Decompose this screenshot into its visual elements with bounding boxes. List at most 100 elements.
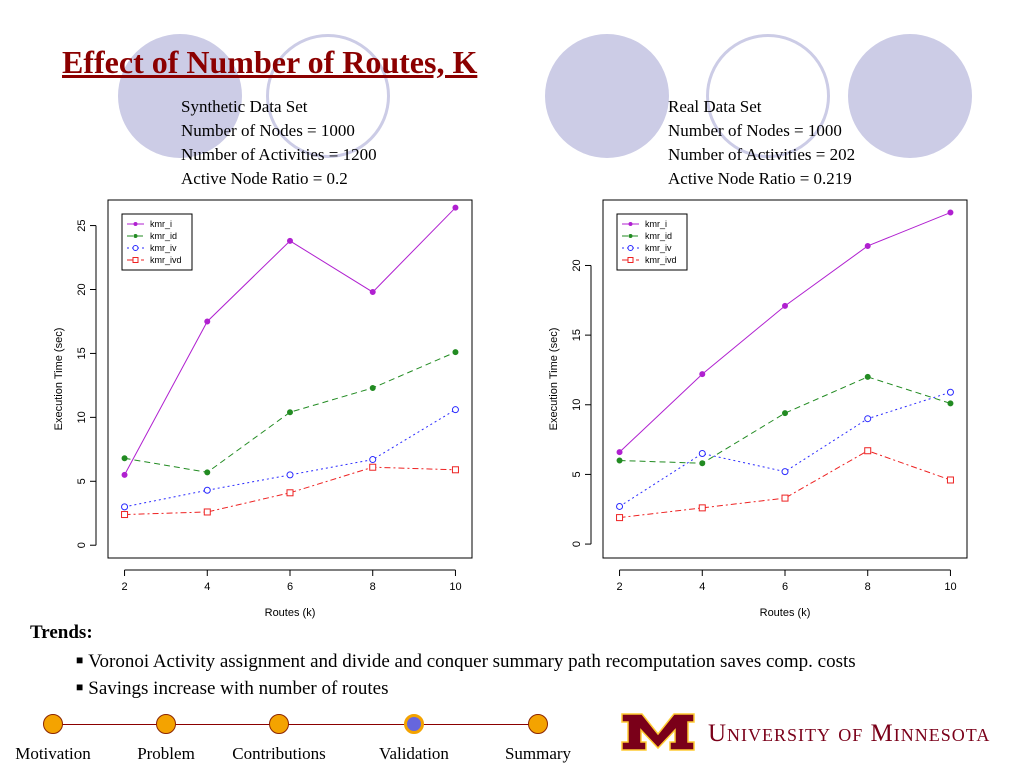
real-routes-chart: 0 5 10 15 20 2 4 6 8 10 Routes (k) Execution Time (… [548, 199, 968, 619]
data-point-kmr_ivd [451, 466, 459, 474]
trend-text: Savings increase with number of routes [88, 678, 389, 699]
y-tick-label: 25 [76, 219, 88, 231]
series-line-kmr_ivd [619, 450, 951, 519]
info-line: Active Node Ratio = 0.2 [181, 169, 348, 188]
series-line-kmr_id [124, 351, 456, 473]
legend-marker [628, 234, 633, 238]
legend-marker [133, 222, 138, 226]
y-tick-label: 0 [76, 542, 88, 548]
data-point-kmr_iv [286, 471, 294, 479]
series-line-kmr_iv [124, 409, 456, 508]
legend-label: kmr_i [150, 219, 172, 229]
nav-item-validation[interactable]: Validation [354, 714, 474, 764]
legend-label: kmr_id [150, 231, 177, 241]
synthetic-dataset-info: Synthetic Data Set Number of Nodes = 100… [181, 95, 377, 191]
x-tick-label: 4 [699, 581, 705, 593]
x-tick-label: 8 [865, 581, 871, 593]
info-line: Real Data Set [668, 97, 762, 116]
x-tick-label: 8 [370, 581, 376, 593]
decor-ring [706, 34, 830, 158]
y-tick-label: 20 [571, 259, 583, 271]
y-tick-label: 20 [76, 283, 88, 295]
trends-heading: Trends: [30, 622, 93, 643]
y-axis-label: Execution Time (sec) [548, 328, 560, 431]
legend-marker [628, 222, 633, 226]
legend-label: kmr_i [645, 219, 667, 229]
data-point-kmr_iv [698, 450, 706, 458]
data-point-kmr_id [369, 384, 376, 391]
x-tick-label: 6 [782, 581, 788, 593]
y-tick-label: 5 [76, 478, 88, 484]
data-point-kmr_i [287, 237, 293, 244]
data-point-kmr_iv [781, 468, 789, 476]
x-tick-label: 10 [944, 581, 956, 593]
nav-item-motivation[interactable]: Motivation [0, 714, 113, 764]
page-title: Effect of Number of Routes, K [62, 44, 478, 80]
x-tick-label: 10 [449, 581, 461, 593]
real-dataset-info: Real Data Set Number of Nodes = 1000 Num… [668, 95, 855, 191]
x-tick-label: 4 [204, 581, 210, 593]
section-navigation: Motivation Problem Contributions Validat… [0, 700, 600, 768]
data-point-kmr_i [452, 204, 459, 211]
bullet-square-icon: ■ [76, 653, 84, 667]
data-point-kmr_id [452, 349, 459, 356]
legend-label: kmr_iv [150, 243, 177, 253]
legend-label: kmr_ivd [645, 255, 677, 265]
nav-dot-icon [43, 714, 63, 734]
decor-ring [266, 34, 390, 158]
umn-logo: University of Minnesota [620, 710, 1020, 758]
data-point-kmr_id [699, 460, 706, 467]
trend-bullet: ■ Savings increase with number of routes [76, 678, 388, 700]
data-point-kmr_id [204, 469, 211, 476]
nav-connector-line [52, 724, 538, 725]
legend-label: kmr_id [645, 231, 672, 241]
data-point-kmr_ivd [286, 489, 294, 497]
nav-item-summary[interactable]: Summary [478, 714, 598, 764]
legend-marker [133, 234, 138, 238]
plot-frame [107, 199, 473, 559]
data-point-kmr_i [864, 242, 871, 249]
info-line: Number of Activities = 1200 [181, 145, 377, 164]
nav-item-contributions[interactable]: Contributions [219, 714, 339, 764]
data-point-kmr_id [864, 373, 871, 380]
data-point-kmr_iv [369, 456, 377, 464]
data-point-kmr_i [947, 209, 954, 216]
data-point-kmr_i [369, 289, 376, 296]
umn-m-logo-icon [621, 713, 695, 751]
data-point-kmr_iv [616, 502, 624, 510]
plot-frame [602, 199, 968, 559]
info-line: Number of Activities = 202 [668, 145, 856, 164]
info-line: Active Node Ratio = 0.219 [668, 169, 852, 188]
data-point-kmr_iv [864, 415, 872, 423]
data-point-kmr_iv [121, 503, 129, 511]
legend-label: kmr_ivd [150, 255, 182, 265]
nav-dot-icon [156, 714, 176, 734]
nav-dot-icon [269, 714, 289, 734]
y-tick-label: 0 [571, 541, 583, 547]
nav-label: Contributions [232, 744, 326, 763]
data-point-kmr_i [616, 449, 623, 456]
x-axis-label: Routes (k) [760, 607, 811, 619]
y-tick-label: 15 [571, 329, 583, 341]
data-point-kmr_id [121, 455, 128, 462]
legend-marker [627, 257, 634, 263]
legend-marker [132, 245, 139, 251]
nav-dot-active-icon [404, 714, 424, 734]
y-tick-label: 5 [571, 471, 583, 477]
legend-marker [132, 257, 139, 263]
decor-circle [545, 34, 669, 158]
data-point-kmr_ivd [698, 504, 706, 512]
nav-item-problem[interactable]: Problem [106, 714, 226, 764]
legend-label: kmr_iv [645, 243, 672, 253]
data-point-kmr_id [616, 457, 623, 464]
trend-text: Voronoi Activity assignment and divide a… [88, 651, 856, 672]
data-point-kmr_ivd [203, 508, 211, 516]
data-point-kmr_ivd [864, 447, 872, 455]
data-point-kmr_id [782, 410, 788, 417]
data-point-kmr_iv [203, 486, 211, 494]
y-tick-label: 15 [76, 347, 88, 359]
data-point-kmr_ivd [121, 511, 129, 519]
legend-marker [627, 245, 634, 251]
nav-label: Problem [137, 744, 195, 763]
series-line-kmr_iv [619, 391, 951, 507]
